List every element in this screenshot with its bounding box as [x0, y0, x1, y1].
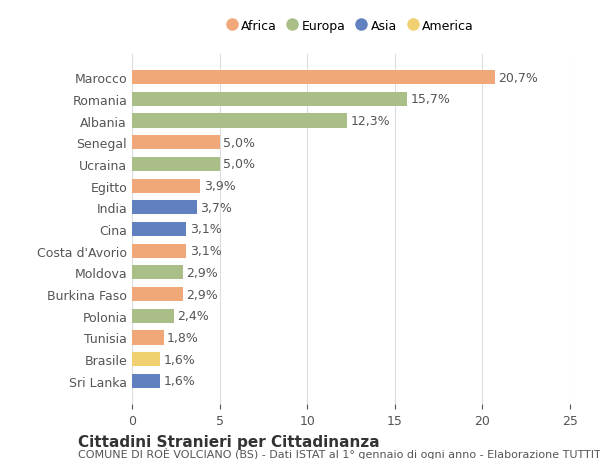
Bar	[132, 223, 187, 236]
Text: 3,7%: 3,7%	[200, 202, 232, 214]
Bar	[132, 179, 200, 193]
Bar	[132, 136, 220, 150]
Text: 12,3%: 12,3%	[351, 115, 391, 128]
Text: 3,1%: 3,1%	[190, 223, 221, 236]
Bar	[132, 114, 347, 129]
Text: 5,0%: 5,0%	[223, 158, 255, 171]
Text: 3,1%: 3,1%	[190, 245, 221, 257]
Text: 1,6%: 1,6%	[164, 375, 195, 387]
Text: Cittadini Stranieri per Cittadinanza: Cittadini Stranieri per Cittadinanza	[78, 434, 380, 449]
Bar	[132, 374, 160, 388]
Text: 2,9%: 2,9%	[187, 266, 218, 279]
Text: 15,7%: 15,7%	[410, 93, 451, 106]
Text: 2,9%: 2,9%	[187, 288, 218, 301]
Bar	[132, 287, 183, 302]
Text: 3,9%: 3,9%	[204, 180, 236, 193]
Text: COMUNE DI ROÈ VOLCIANO (BS) - Dati ISTAT al 1° gennaio di ogni anno - Elaborazio: COMUNE DI ROÈ VOLCIANO (BS) - Dati ISTAT…	[78, 448, 600, 459]
Bar	[132, 244, 187, 258]
Text: 1,6%: 1,6%	[164, 353, 195, 366]
Bar	[132, 330, 164, 345]
Bar	[132, 201, 197, 215]
Text: 20,7%: 20,7%	[498, 72, 538, 84]
Bar	[132, 353, 160, 366]
Text: 2,4%: 2,4%	[178, 310, 209, 323]
Text: 5,0%: 5,0%	[223, 136, 255, 149]
Bar	[132, 266, 183, 280]
Bar	[132, 309, 174, 323]
Bar	[132, 71, 494, 85]
Bar	[132, 93, 407, 106]
Bar	[132, 157, 220, 172]
Legend: Africa, Europa, Asia, America: Africa, Europa, Asia, America	[224, 16, 478, 36]
Text: 1,8%: 1,8%	[167, 331, 199, 344]
